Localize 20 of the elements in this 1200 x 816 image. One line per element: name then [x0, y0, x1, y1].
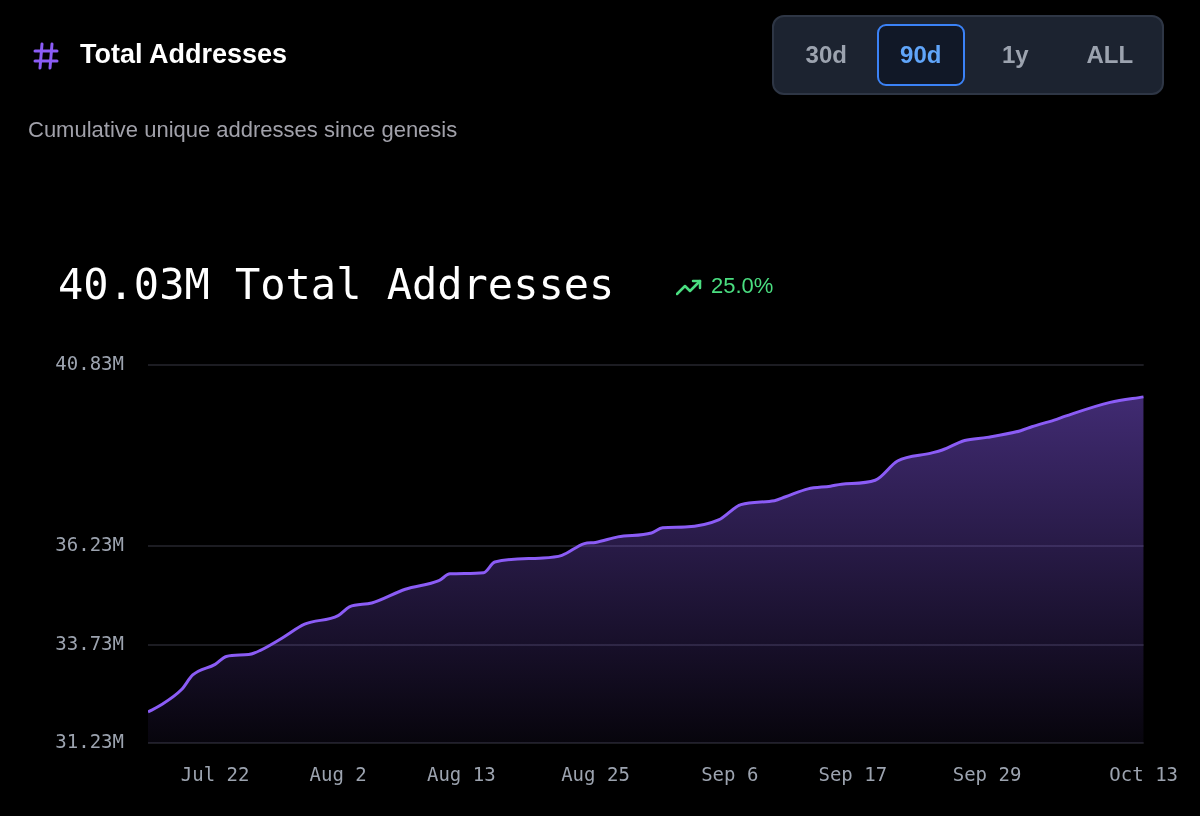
text: 40.03M Total Addresses [58, 260, 615, 309]
x-tick-label: Oct 13 [1109, 763, 1178, 786]
text: 90d [876, 24, 965, 86]
y-tick-label: 40.83M [55, 352, 124, 375]
x-tick-label: Aug 25 [561, 763, 630, 786]
chart-subtitle: Cumulative unique addresses since genesis [28, 117, 458, 143]
text: 30d [804, 40, 848, 70]
x-tick-label: Sep 6 [701, 763, 759, 786]
x-tick-label: Jul 22 [180, 763, 250, 786]
x-tick-label: Sep 29 [952, 763, 1022, 786]
x-tick-label: Aug 2 [309, 763, 367, 786]
y-tick-label: 31.23M [55, 729, 124, 752]
text: ALL [1085, 40, 1135, 70]
x-tick-label: Sep 17 [818, 763, 888, 786]
text: 25.0% [711, 273, 774, 299]
x-tick-label: Aug 13 [426, 763, 496, 786]
text: 1y [1000, 40, 1030, 70]
y-tick-label: 36.23M [55, 533, 124, 556]
chart-title: Total Addresses [80, 39, 288, 70]
y-tick-label: 33.73M [55, 631, 124, 654]
